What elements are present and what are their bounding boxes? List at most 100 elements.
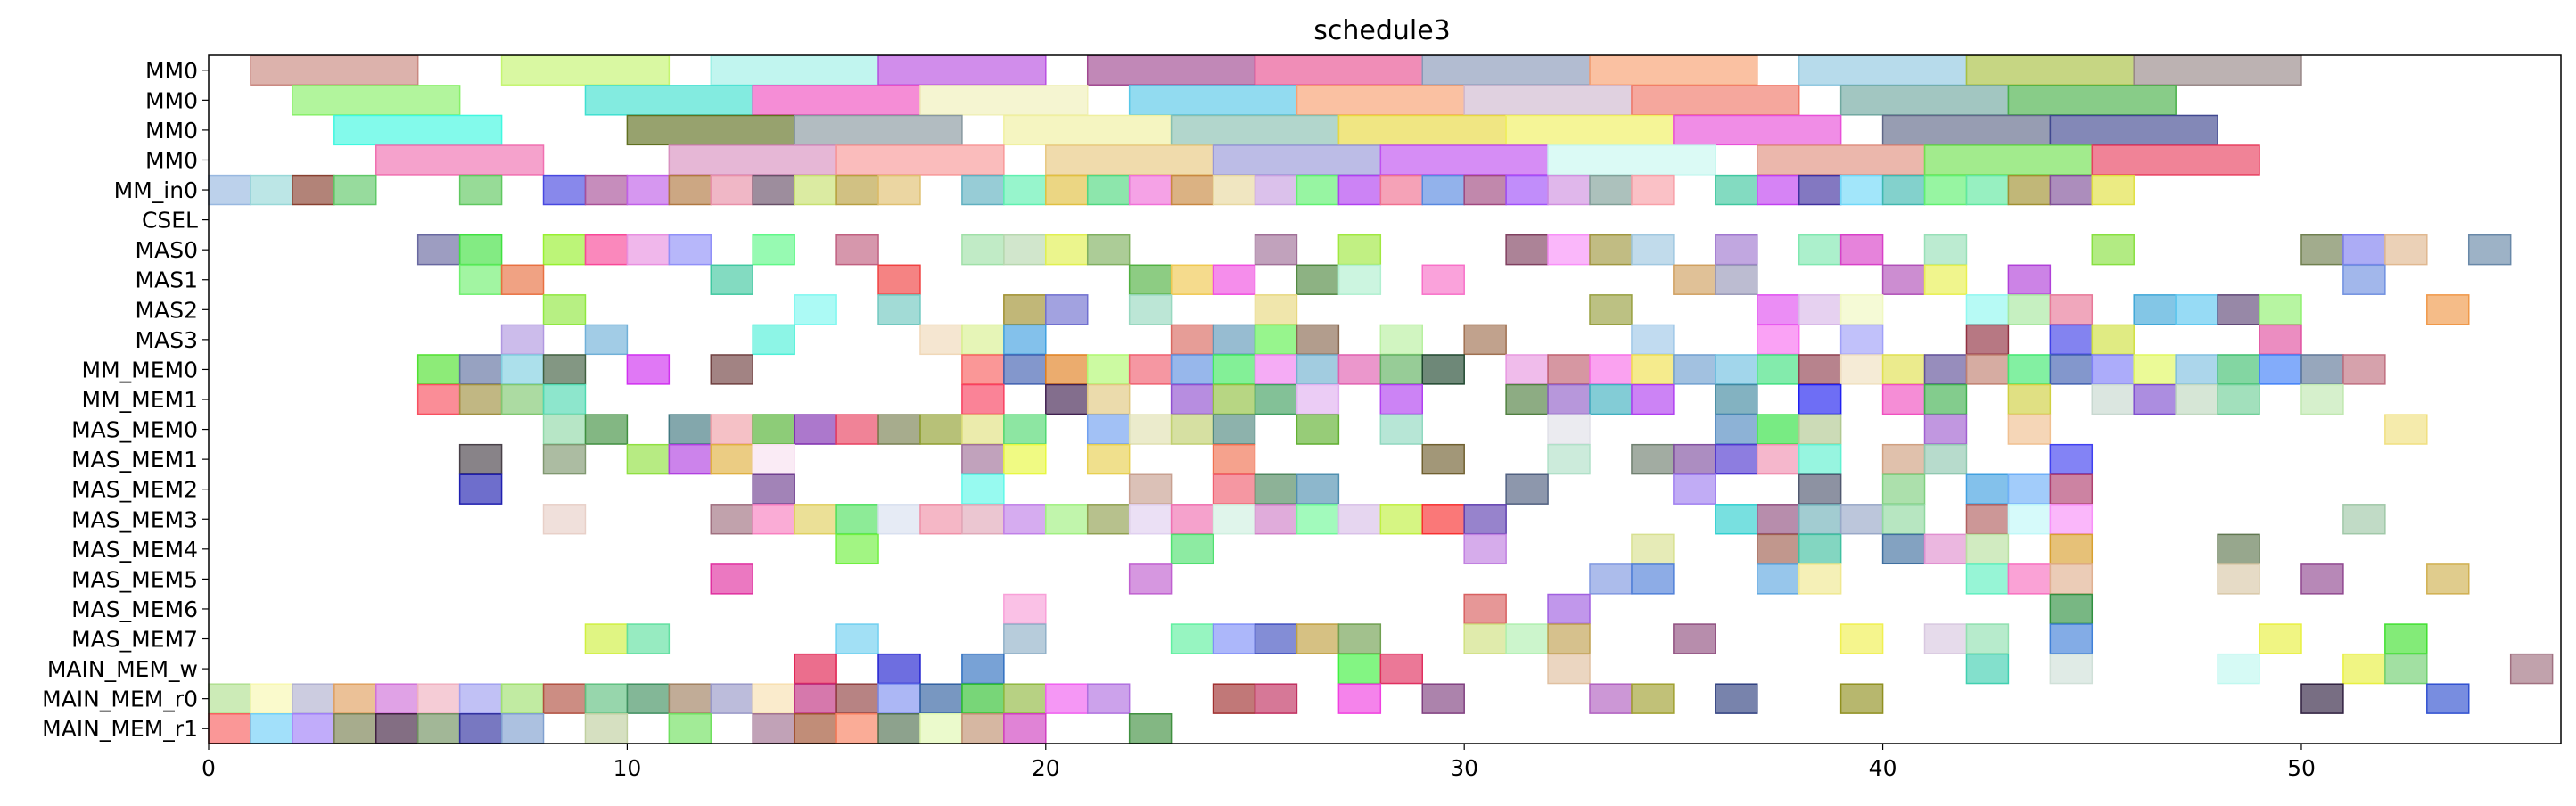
task-bar-127 bbox=[877, 294, 921, 325]
task-bar-314 bbox=[2342, 504, 2386, 535]
task-bar-420 bbox=[961, 713, 1005, 744]
task-bar-48 bbox=[626, 174, 671, 206]
task-bar-61 bbox=[1212, 174, 1256, 206]
task-bar-237 bbox=[961, 414, 1005, 445]
task-bar-360 bbox=[2384, 623, 2428, 654]
task-bar-234 bbox=[835, 414, 879, 445]
task-bar-239 bbox=[1086, 414, 1131, 445]
task-bar-101 bbox=[1798, 234, 1842, 266]
task-bar-340 bbox=[1547, 593, 1591, 625]
task-bar-219 bbox=[1798, 383, 1842, 415]
x-tick-label: 50 bbox=[2287, 755, 2316, 781]
task-bar-82 bbox=[416, 234, 461, 266]
task-bar-19 bbox=[1839, 85, 2010, 116]
task-bar-113 bbox=[1128, 264, 1173, 295]
task-bar-201 bbox=[2342, 354, 2386, 385]
task-bar-228 bbox=[542, 414, 587, 445]
task-bar-372 bbox=[2509, 653, 2554, 685]
task-bar-21 bbox=[333, 114, 503, 146]
task-bar-363 bbox=[961, 653, 1005, 685]
task-bar-328 bbox=[1589, 563, 1633, 595]
y-tick-label: MM0 bbox=[145, 58, 198, 84]
task-bar-315 bbox=[835, 533, 879, 565]
plot-frame bbox=[208, 54, 2562, 744]
task-bar-217 bbox=[1631, 383, 1675, 415]
task-bar-32 bbox=[668, 144, 837, 176]
task-bar-204 bbox=[500, 383, 545, 415]
task-bar-170 bbox=[1003, 354, 1047, 385]
task-bar-80 bbox=[2049, 174, 2094, 206]
task-bar-299 bbox=[1212, 504, 1256, 535]
task-bar-241 bbox=[1170, 414, 1214, 445]
task-bar-62 bbox=[1254, 174, 1298, 206]
task-bar-147 bbox=[919, 324, 963, 356]
task-bar-351 bbox=[1463, 623, 1507, 654]
y-tick-label: MAS_MEM6 bbox=[71, 596, 198, 622]
task-bar-300 bbox=[1254, 504, 1298, 535]
task-bar-139 bbox=[2133, 294, 2177, 325]
y-tick-label: MM0 bbox=[145, 87, 198, 113]
task-bar-371 bbox=[2384, 653, 2428, 685]
task-bar-366 bbox=[1547, 653, 1591, 685]
task-bar-197 bbox=[2175, 354, 2218, 385]
task-bar-180 bbox=[1421, 354, 1465, 385]
x-tick-label: 30 bbox=[1450, 755, 1478, 781]
task-bar-330 bbox=[1757, 563, 1800, 595]
task-bar-58 bbox=[1086, 174, 1131, 206]
task-bar-421 bbox=[1003, 713, 1047, 744]
task-bar-375 bbox=[292, 683, 335, 714]
task-bar-83 bbox=[458, 234, 503, 266]
x-tick-label: 0 bbox=[202, 755, 216, 781]
task-bar-53 bbox=[835, 174, 879, 206]
task-bar-227 bbox=[2300, 383, 2344, 415]
task-bar-283 bbox=[1965, 473, 2010, 505]
task-bar-155 bbox=[1463, 324, 1507, 356]
task-bar-13 bbox=[752, 85, 921, 116]
task-bar-246 bbox=[1715, 414, 1758, 445]
task-bar-422 bbox=[1128, 713, 1173, 744]
task-bar-254 bbox=[626, 443, 671, 475]
task-bar-186 bbox=[1715, 354, 1758, 385]
task-bar-60 bbox=[1170, 174, 1214, 206]
task-bar-92 bbox=[1045, 234, 1089, 266]
task-bar-94 bbox=[1254, 234, 1298, 266]
task-bar-269 bbox=[1881, 443, 1926, 475]
task-bar-258 bbox=[961, 443, 1005, 475]
task-bar-187 bbox=[1757, 354, 1800, 385]
y-tick-label: MM_in0 bbox=[114, 177, 198, 203]
task-bar-403 bbox=[2300, 683, 2344, 714]
task-bar-418 bbox=[877, 713, 921, 744]
task-bar-133 bbox=[1757, 294, 1800, 325]
task-bar-125 bbox=[542, 294, 587, 325]
task-bar-136 bbox=[1965, 294, 2010, 325]
task-bar-356 bbox=[1923, 623, 1968, 654]
task-bar-405 bbox=[208, 713, 251, 744]
x-tick-label: 40 bbox=[1869, 755, 1897, 781]
task-bar-76 bbox=[1881, 174, 1926, 206]
task-bar-190 bbox=[1881, 354, 1926, 385]
task-bar-17 bbox=[1463, 85, 1633, 116]
task-bar-203 bbox=[458, 383, 503, 415]
task-bar-414 bbox=[668, 713, 712, 744]
task-bar-278 bbox=[1296, 473, 1340, 505]
task-bar-298 bbox=[1170, 504, 1214, 535]
task-bar-88 bbox=[752, 234, 795, 266]
task-bar-337 bbox=[2426, 563, 2470, 595]
task-bar-397 bbox=[1337, 683, 1382, 714]
task-bar-221 bbox=[1923, 383, 1968, 415]
task-bar-308 bbox=[1798, 504, 1842, 535]
task-bar-400 bbox=[1631, 683, 1675, 714]
task-bar-34 bbox=[1045, 144, 1214, 176]
task-bar-28 bbox=[1673, 114, 1842, 146]
task-bar-188 bbox=[1798, 354, 1842, 385]
task-bar-118 bbox=[1421, 264, 1465, 295]
task-bar-409 bbox=[375, 713, 419, 744]
task-bar-389 bbox=[877, 683, 921, 714]
task-bar-236 bbox=[919, 414, 963, 445]
task-bar-306 bbox=[1715, 504, 1758, 535]
task-bar-231 bbox=[710, 414, 753, 445]
x-axis: 0 10 20 30 40 50 bbox=[202, 744, 2316, 781]
task-bar-40 bbox=[2091, 144, 2260, 176]
task-bar-257 bbox=[752, 443, 795, 475]
